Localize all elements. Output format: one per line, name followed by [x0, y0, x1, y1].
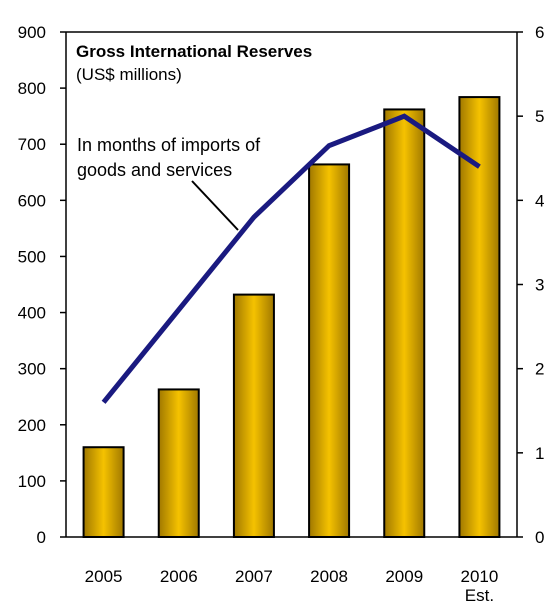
- x-tick-label: 2008: [310, 567, 348, 586]
- x-tick-label: 2009: [385, 567, 423, 586]
- line-series-months-of-imports: [101, 113, 481, 404]
- bar-2007: [232, 293, 275, 538]
- annotation-line-2: goods and services: [77, 160, 232, 180]
- left-tick-label: 800: [18, 79, 46, 98]
- left-tick-label: 0: [37, 528, 46, 547]
- bar-2008: [308, 163, 351, 539]
- left-tick-label: 500: [18, 247, 46, 266]
- x-tick-label: 2007: [235, 567, 273, 586]
- bar-2006: [157, 388, 200, 538]
- right-tick-label: 2: [535, 360, 544, 379]
- right-tick-label: 4: [535, 191, 544, 210]
- annotation-leader-line: [191, 180, 239, 231]
- left-axis-ticks: 0 100 200 300 400 500 600 700 800 900: [18, 23, 66, 547]
- bar-2009: [383, 108, 426, 539]
- x-tick-label: 2005: [85, 567, 123, 586]
- bar-2005: [82, 446, 125, 539]
- x-tick-label: 2006: [160, 567, 198, 586]
- bar-2010: [458, 96, 501, 538]
- right-tick-label: 6: [535, 23, 544, 42]
- left-tick-label: 300: [18, 360, 46, 379]
- bars-layer: [82, 96, 501, 539]
- left-tick-label: 200: [18, 416, 46, 435]
- x-tick-sublabel: Est.: [465, 586, 494, 604]
- right-axis-ticks: 0 1 2 3 4 5 6: [517, 23, 544, 547]
- x-tick-label: 2010: [461, 567, 499, 586]
- right-tick-label: 5: [535, 107, 544, 126]
- chart-title: Gross International Reserves: [76, 42, 312, 61]
- left-tick-label: 100: [18, 472, 46, 491]
- right-tick-label: 1: [535, 444, 544, 463]
- chart-subtitle: (US$ millions): [76, 65, 182, 84]
- right-tick-label: 0: [535, 528, 544, 547]
- left-tick-label: 900: [18, 23, 46, 42]
- left-tick-label: 600: [18, 191, 46, 210]
- left-tick-label: 400: [18, 304, 46, 323]
- annotation-line-1: In months of imports of: [77, 135, 261, 155]
- right-tick-label: 3: [535, 276, 544, 295]
- left-tick-label: 700: [18, 135, 46, 154]
